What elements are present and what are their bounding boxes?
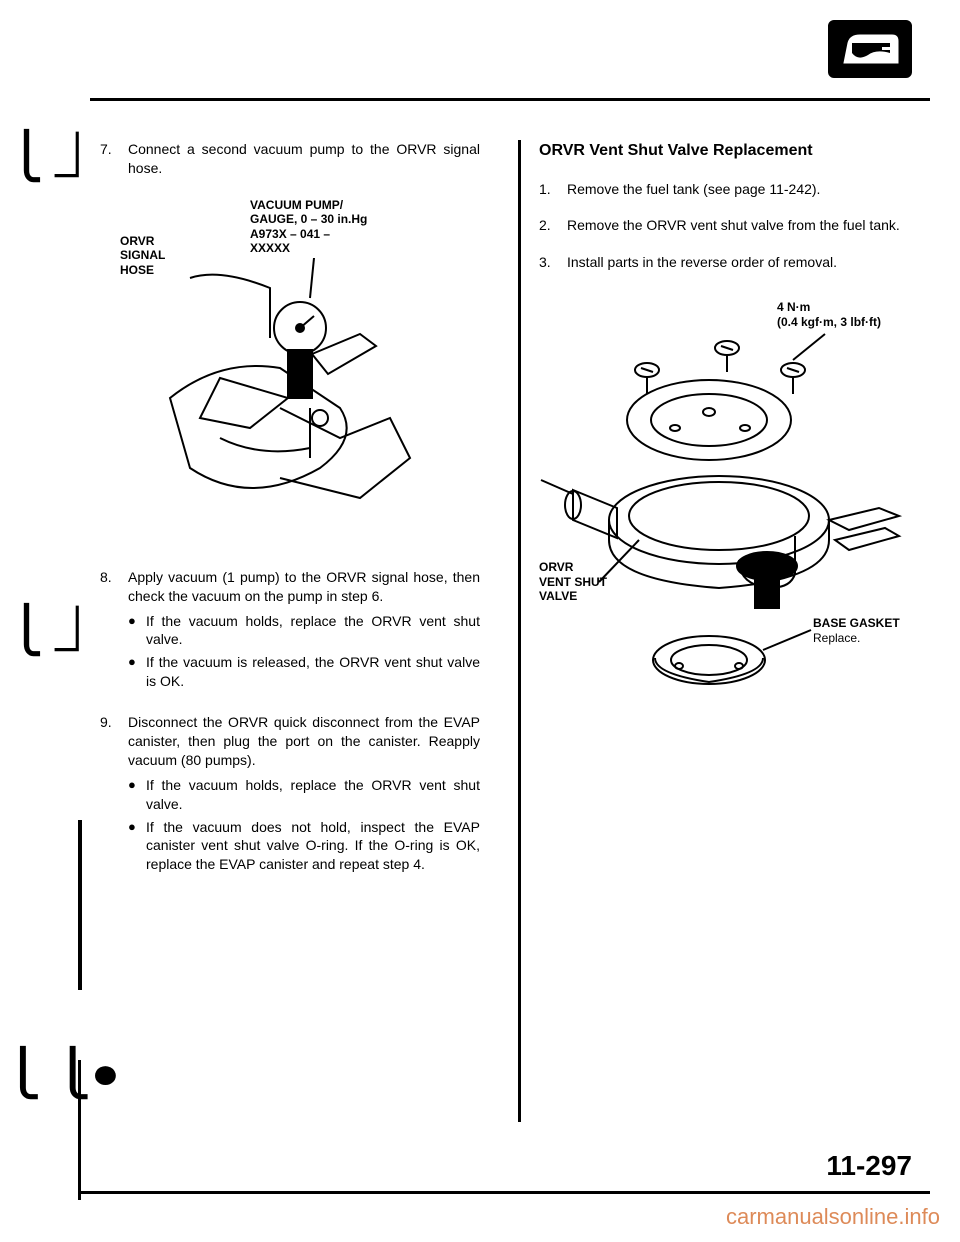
step-text: Connect a second vacuum pump to the ORVR… — [128, 140, 480, 178]
bottom-rule — [80, 1191, 930, 1194]
bullet-icon: ● — [128, 653, 146, 691]
bullet-icon: ● — [128, 612, 146, 650]
bullet-text: If the vacuum holds, replace the ORVR ve… — [146, 612, 480, 650]
step-text-body: Apply vacuum (1 pump) to the ORVR signal… — [128, 569, 480, 604]
top-rule — [90, 98, 930, 101]
step-number: 8. — [100, 568, 128, 695]
section-heading: ORVR Vent Shut Valve Replacement — [539, 140, 920, 162]
bullet-text: If the vacuum does not hold, inspect the… — [146, 818, 480, 875]
margin-mark: ⎩ ⏌ — [10, 120, 99, 184]
step-text-body: Disconnect the ORVR quick disconnect fro… — [128, 714, 480, 768]
watermark: carmanualsonline.info — [726, 1204, 940, 1230]
step-number: 3. — [539, 253, 567, 272]
step-7: 7. Connect a second vacuum pump to the O… — [100, 140, 480, 178]
step-9: 9. Disconnect the ORVR quick disconnect … — [100, 713, 480, 878]
margin-bar — [78, 1060, 81, 1200]
vacuum-pump-figure: ORVR SIGNAL HOSE VACUUM PUMP/ GAUGE, 0 –… — [120, 198, 460, 528]
step-text: Remove the fuel tank (see page 11-242). — [567, 180, 920, 199]
margin-bar — [78, 820, 82, 990]
left-column: 7. Connect a second vacuum pump to the O… — [100, 140, 500, 1122]
step-number: 9. — [100, 713, 128, 878]
content-area: 7. Connect a second vacuum pump to the O… — [100, 140, 920, 1122]
step-text: Apply vacuum (1 pump) to the ORVR signal… — [128, 568, 480, 695]
valve-exploded-figure: 4 N·m (0.4 kgf·m, 3 lbf·ft) ORVR VENT SH… — [539, 300, 919, 720]
step-number: 7. — [100, 140, 128, 178]
bullet-text: If the vacuum holds, replace the ORVR ve… — [146, 776, 480, 814]
bullet-text: If the vacuum is released, the ORVR vent… — [146, 653, 480, 691]
step-8: 8. Apply vacuum (1 pump) to the ORVR sig… — [100, 568, 480, 695]
right-column: ORVR Vent Shut Valve Replacement 1. Remo… — [539, 140, 920, 1122]
step-number: 2. — [539, 216, 567, 235]
step-2: 2. Remove the ORVR vent shut valve from … — [539, 216, 920, 235]
vacuum-pump-illustration — [160, 258, 450, 518]
step-text: Disconnect the ORVR quick disconnect fro… — [128, 713, 480, 878]
step-text: Remove the ORVR vent shut valve from the… — [567, 216, 920, 235]
step-number: 1. — [539, 180, 567, 199]
page-number: 11-297 — [826, 1150, 912, 1182]
torque-spec-label: 4 N·m (0.4 kgf·m, 3 lbf·ft) — [777, 300, 917, 329]
car-door-icon — [828, 20, 912, 78]
bullet-icon: ● — [128, 776, 146, 814]
margin-mark: ⎩ ⏌ — [10, 594, 99, 658]
step-text: Install parts in the reverse order of re… — [567, 253, 920, 272]
column-divider — [518, 140, 521, 1122]
step-1: 1. Remove the fuel tank (see page 11-242… — [539, 180, 920, 199]
vacuum-pump-gauge-label: VACUUM PUMP/ GAUGE, 0 – 30 in.Hg A973X –… — [250, 198, 430, 256]
valve-exploded-illustration — [539, 330, 919, 710]
step-3: 3. Install parts in the reverse order of… — [539, 253, 920, 272]
bullet-icon: ● — [128, 818, 146, 875]
